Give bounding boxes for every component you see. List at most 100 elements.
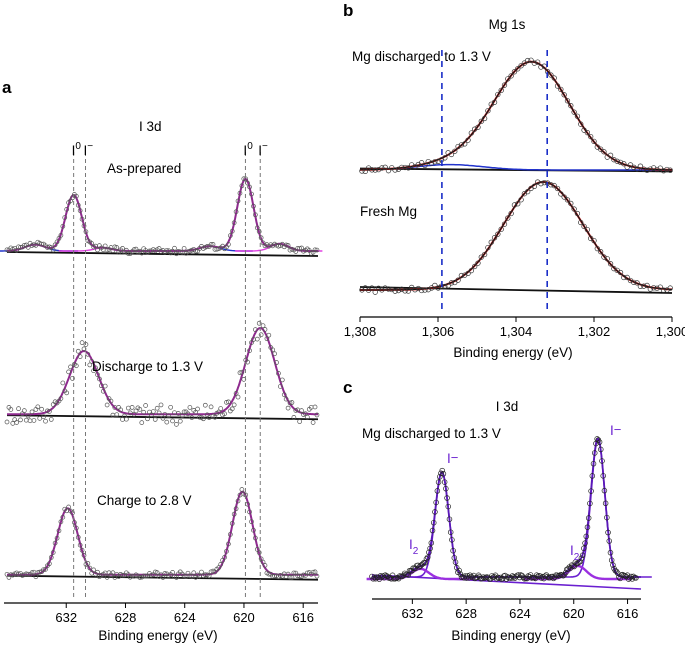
panel-a-data-point [4,419,10,425]
panel-a-data-point [114,245,120,250]
panel-b-data-point [654,285,660,291]
panel-a-data-point [235,394,241,400]
panel-b-data-point [422,287,428,293]
panel-c-peak-label: I− [610,422,621,438]
panel-a-data-point [104,402,110,408]
panel-a-spectrum-label: Discharge to 1.3 V [92,359,203,374]
panel-b-data-point [428,285,435,291]
panel-c-data-point [489,573,495,579]
panel-a-data-point [143,573,148,579]
panel-b-data-point [505,76,511,82]
panel-c-data-point [601,487,608,494]
panel-a-data-point [139,250,145,256]
panel-a-data-point [62,215,68,220]
panel-b-data-point [372,289,378,295]
panel-a-data-point [237,370,243,376]
panel-a-data-point [68,364,73,370]
panel-a-data-point [208,242,214,247]
panel-b-data-point [578,121,584,127]
panel-c-fit-component [544,438,652,578]
panel-a-data-point [50,247,56,253]
panel-a-fit-envelope [7,490,318,576]
panel-a-data-point [70,510,75,516]
panel-b-data-point [518,63,524,69]
panel-b-data-point [528,57,534,63]
panel-a-data-point [85,561,91,566]
panel-a-data-point [299,408,304,414]
panel-a-data-point [185,411,191,417]
panel-a-data-point [150,409,156,414]
panel-a-data-point [27,418,33,424]
panel-c-data-point [449,537,455,543]
panel-c-tick-label: 624 [509,606,531,621]
panel-b-envelope [360,181,672,291]
panel-b-data-point [481,115,488,122]
panel-a-data-point [137,575,143,580]
panel-a-xlabel: Binding energy (eV) [98,628,217,643]
panel-a-data-point [312,247,318,253]
panel-b-data-point [455,143,461,150]
panel-c-data-point [607,549,614,556]
panel-a-data-point [60,223,66,229]
panel-b-data-point [385,286,392,292]
panel-a-data-point [73,363,79,369]
panel-a-data-point [181,246,187,251]
panel-a-data-point [227,233,233,238]
panel-a-data-point [177,249,183,255]
panel-b-data-point [395,287,402,294]
panel-a-data-point [258,332,264,338]
panel-a-data-point [291,570,297,576]
panel-a-data-point [152,417,158,422]
panel-a-data-point [202,402,208,408]
panel-a-data-point [222,411,227,417]
panel-b-data-point [379,165,385,171]
panel-a-spectrum-label: Charge to 2.8 V [97,493,192,508]
panel-c-data-point [479,575,485,582]
panel-b-data-point [621,161,627,167]
panel-c-spectrum-label: Mg discharged to 1.3 V [362,426,501,441]
panel-a-data-point [48,555,54,560]
panel-b-data-point [601,149,607,155]
panel-b-envelope [359,61,672,171]
panel-a-spectrum: Discharge to 1.3 V [4,320,320,427]
panel-a-data-point [251,203,256,209]
panel-b-data-point [501,82,508,88]
panel-b-data-point [525,57,531,64]
panel-b-data-point [660,168,667,174]
panel-a-data-point [93,365,98,371]
panel-a-tick-label: 632 [55,610,77,625]
panel-a-data-point [66,504,71,510]
panel-b-data-point [617,159,624,166]
panel-a-data-point [114,412,120,418]
panel-b-tick-label: 1,300 [656,324,685,339]
panel-a-data-point [191,570,197,576]
panel-a-data-point [10,421,16,426]
panel-a-data-point [108,398,114,404]
panel-b-data-point [651,165,657,171]
panel-a-data-point [314,412,320,418]
panel-b-data-point [422,162,428,169]
panel-b-data-point [515,201,521,207]
panel-b-data-point [654,166,660,173]
panel-b-data-point [359,168,365,174]
panel-a-data-point [172,245,177,251]
panel-a-data-point [118,407,123,413]
panel-c-data-point [604,514,610,521]
panel-b-data-point [634,280,640,286]
panel-a-data-point [235,498,241,504]
panel-b-data-point [425,287,431,293]
panel-c-data-point [613,568,620,575]
panel-c-data-point [605,529,611,536]
panel-b-data-point [631,164,637,170]
panel-a-data-point [158,402,164,408]
panel-a-data-point [110,248,116,253]
panel-a-data-point [102,243,108,249]
panel-c-data-point [456,567,462,574]
panel-a-data-point [256,320,262,326]
panel-letter-b: b [343,1,353,20]
panel-a-data-point [143,403,148,408]
panel-a-spectrum-label: As-prepared [107,161,181,176]
panel-b-data-point [588,133,594,140]
panel-a-data-point [25,413,31,419]
panel-b-data-point [505,215,511,221]
